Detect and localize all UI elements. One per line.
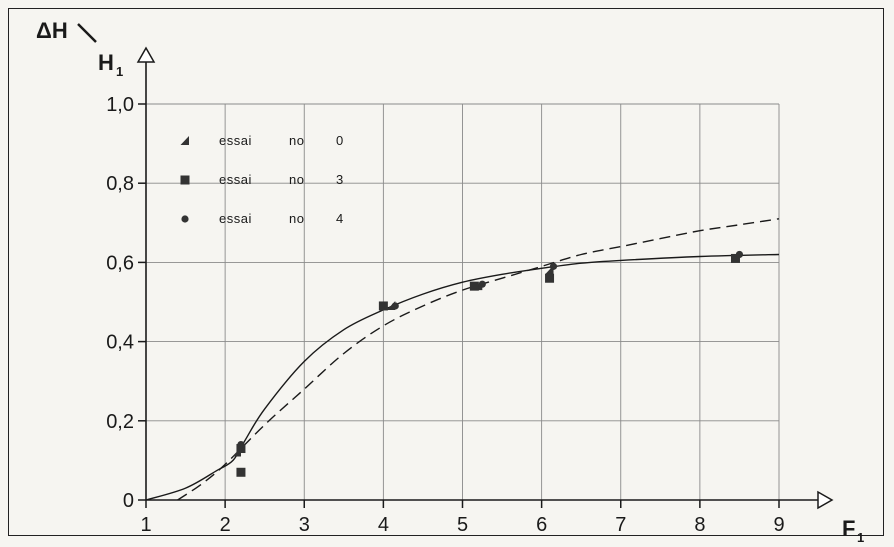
y-axis-label-slash — [77, 23, 97, 43]
axis-labels: ΔH H 1 F 1 — [36, 18, 864, 545]
legend-no: no — [289, 211, 304, 226]
x-tick-label: 6 — [536, 514, 547, 536]
y-tick-label: 1,0 — [106, 94, 134, 116]
y-tick-label: 0 — [123, 490, 134, 512]
y-axis-label-sub: 1 — [116, 64, 123, 79]
data-point-square — [469, 281, 479, 291]
legend-marker-triangle-icon — [180, 136, 189, 145]
y-axis-label-top: ΔH — [36, 18, 68, 43]
y-tick-label: 0,6 — [106, 252, 134, 274]
x-axis-label: F — [842, 516, 855, 541]
y-tick-label: 0,8 — [106, 173, 134, 195]
x-tick-label: 9 — [773, 514, 784, 536]
y-axis-arrow-icon — [136, 46, 156, 63]
x-tick-label: 4 — [378, 514, 389, 536]
legend-word: essai — [219, 172, 252, 187]
tick-labels: 1 2 3 4 5 6 7 8 9 0 0,2 0,4 0,6 0,8 1,0 — [106, 94, 784, 536]
x-tick-label: 2 — [220, 514, 231, 536]
data-point-circle — [391, 302, 399, 310]
x-tick-label: 5 — [457, 514, 468, 536]
x-axis-arrow-icon — [817, 490, 834, 510]
data-point-circle — [478, 280, 486, 288]
x-axis-label-sub: 1 — [857, 530, 864, 545]
legend-marker-circle-icon — [181, 215, 189, 223]
legend-number: 0 — [336, 133, 344, 148]
data-point-square — [545, 273, 555, 283]
legend-number: 3 — [336, 172, 344, 187]
legend: essai no 0 essai no 3 essai no 4 — [180, 133, 344, 226]
legend-word: essai — [219, 133, 252, 148]
legend-number: 4 — [336, 211, 344, 226]
data-point-square — [236, 444, 246, 454]
data-point-square — [378, 301, 388, 311]
x-tick-label: 1 — [140, 514, 151, 536]
legend-no: no — [289, 133, 304, 148]
data-points — [232, 250, 744, 477]
grid — [146, 103, 780, 500]
legend-word: essai — [219, 211, 252, 226]
axes — [136, 46, 834, 510]
x-tick-label: 3 — [299, 514, 310, 536]
x-tick-label: 8 — [694, 514, 705, 536]
y-tick-label: 0,4 — [106, 332, 134, 354]
y-axis-label-bottom: H — [98, 50, 114, 75]
legend-marker-square-icon — [180, 175, 190, 185]
data-point-circle — [549, 262, 558, 270]
data-point-circle — [237, 440, 245, 449]
y-tick-label: 0,2 — [106, 411, 134, 433]
data-point-square — [236, 467, 246, 477]
x-tick-label: 7 — [615, 514, 626, 536]
dashed-curve — [177, 218, 780, 501]
figure-frame — [8, 8, 884, 536]
data-point-circle — [735, 250, 744, 259]
legend-no: no — [289, 172, 304, 187]
data-point-square — [730, 253, 740, 263]
